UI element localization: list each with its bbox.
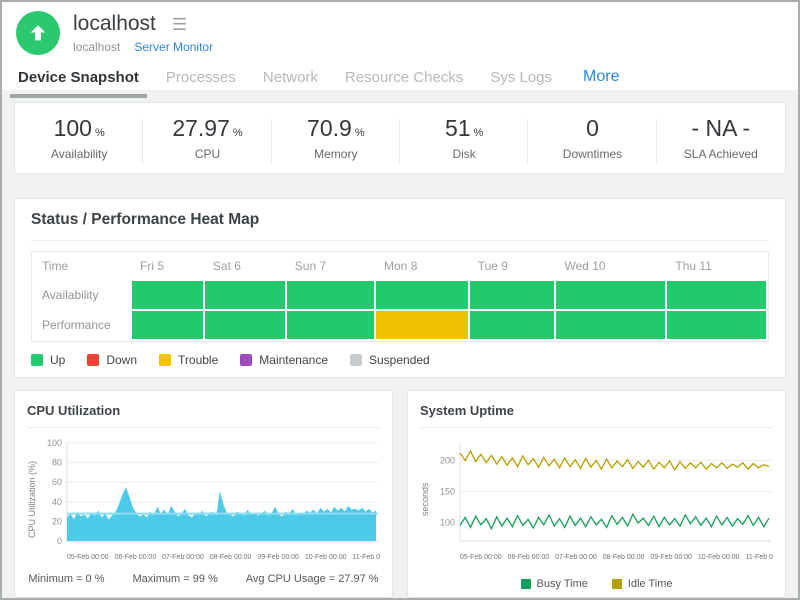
heatmap-row-label: Performance <box>34 311 130 339</box>
trouble-legend-icon <box>159 354 171 366</box>
cpu-label: CPU <box>143 147 271 161</box>
uptime-x-axis-labels: 05-Feb 00:0006-Feb 00:0007-Feb 00:0008-F… <box>433 554 773 561</box>
heatmap-col-tue9: Tue 9 <box>470 254 555 279</box>
cpu-x-axis-labels: 05-Feb 00:0006-Feb 00:0007-Feb 00:0008-F… <box>40 554 380 561</box>
heatmap-cell[interactable] <box>376 281 468 309</box>
heatmap-title: Status / Performance Heat Map <box>31 211 769 241</box>
heatmap-cell[interactable] <box>132 281 203 309</box>
cpu-value: 27.97 <box>172 115 230 141</box>
cpu-y-axis-label: CPU Utilization (%) <box>27 437 40 561</box>
memory-label: Memory <box>272 147 400 161</box>
svg-text:60: 60 <box>52 477 62 487</box>
heatmap-row-label: Availability <box>34 281 130 309</box>
monitor-type-link[interactable]: Server Monitor <box>134 40 213 54</box>
maintenance-legend-icon <box>240 354 252 366</box>
stat-availability: 100% Availability <box>15 115 143 161</box>
cpu-utilization-chart[interactable]: 0 20 40 60 80 100 <box>40 437 378 549</box>
svg-text:0: 0 <box>57 536 62 546</box>
heatmap-card: Status / Performance Heat Map Time Fri 5… <box>14 198 786 378</box>
svg-text:100: 100 <box>47 438 62 448</box>
heatmap-col-fri5: Fri 5 <box>132 254 203 279</box>
heatmap-col-mon8: Mon 8 <box>376 254 468 279</box>
down-legend-icon <box>87 354 99 366</box>
cpu-chart-title: CPU Utilization <box>27 403 380 428</box>
heatmap-cell[interactable] <box>667 281 766 309</box>
downtimes-label: Downtimes <box>528 147 656 161</box>
heatmap-time-header: Time <box>34 254 130 279</box>
heatmap-col-sat6: Sat 6 <box>205 254 285 279</box>
svg-text:100: 100 <box>440 517 455 527</box>
stat-memory: 70.9% Memory <box>272 115 400 161</box>
stat-downtimes: 0 Downtimes <box>528 115 656 161</box>
stat-sla: - NA - SLA Achieved <box>657 115 785 161</box>
page-title: localhost <box>73 12 156 36</box>
svg-text:150: 150 <box>440 486 455 496</box>
svg-text:40: 40 <box>52 497 62 507</box>
uptime-legend: Busy Time Idle Time <box>420 578 773 590</box>
availability-label: Availability <box>15 147 143 161</box>
heatmap-cell[interactable] <box>556 281 665 309</box>
heatmap-row-performance: Performance <box>34 311 766 339</box>
heatmap-cell[interactable] <box>205 281 285 309</box>
device-status-up-icon <box>16 11 60 55</box>
up-arrow-icon <box>27 22 49 44</box>
disk-label: Disk <box>400 147 528 161</box>
svg-text:20: 20 <box>52 516 62 526</box>
tab-bar: Device Snapshot Processes Network Resour… <box>16 68 784 86</box>
heatmap-table: Time Fri 5 Sat 6 Sun 7 Mon 8 Tue 9 Wed 1… <box>31 251 769 342</box>
tab-more[interactable]: More <box>583 68 619 86</box>
memory-value: 70.9 <box>307 115 352 141</box>
content-area: 100% Availability 27.97% CPU 70.9% Memor… <box>2 90 798 598</box>
menu-icon[interactable]: ☰ <box>172 16 187 33</box>
heatmap-cell[interactable] <box>376 311 468 339</box>
cpu-utilization-card: CPU Utilization CPU Utilization (%) 0 20 4… <box>14 390 393 598</box>
heatmap-cell[interactable] <box>205 311 285 339</box>
heatmap-col-wed10: Wed 10 <box>556 254 665 279</box>
stat-cpu: 27.97% CPU <box>143 115 271 161</box>
tab-sys-logs[interactable]: Sys Logs <box>490 69 552 86</box>
suspended-legend-icon <box>350 354 362 366</box>
sla-value: - NA - <box>691 115 750 141</box>
cpu-summary: Minimum = 0 % Maximum = 99 % Avg CPU Usa… <box>27 573 380 585</box>
device-header: localhost ☰ localhost Server Monitor Dev… <box>2 2 798 90</box>
cpu-minimum: Minimum = 0 % <box>28 573 104 585</box>
disk-value: 51 <box>445 115 471 141</box>
heatmap-cell[interactable] <box>287 311 374 339</box>
cpu-maximum: Maximum = 99 % <box>133 573 218 585</box>
system-uptime-card: System Uptime seconds 100 150 200 05-Feb 0… <box>407 390 786 598</box>
idle-time-legend-icon <box>612 579 622 589</box>
stat-disk: 51% Disk <box>400 115 528 161</box>
downtimes-value: 0 <box>586 115 599 141</box>
cpu-average: Avg CPU Usage = 27.97 % <box>246 573 379 585</box>
stats-bar: 100% Availability 27.97% CPU 70.9% Memor… <box>14 102 786 174</box>
heatmap-cell[interactable] <box>470 281 555 309</box>
tab-resource-checks[interactable]: Resource Checks <box>345 69 463 86</box>
heatmap-col-thu11: Thu 11 <box>667 254 766 279</box>
heatmap-row-availability: Availability <box>34 281 766 309</box>
sla-label: SLA Achieved <box>657 147 785 161</box>
heatmap-cell[interactable] <box>287 281 374 309</box>
up-legend-icon <box>31 354 43 366</box>
heatmap-legend: Up Down Trouble Maintenance Suspended <box>31 353 769 367</box>
svg-text:80: 80 <box>52 458 62 468</box>
tab-device-snapshot[interactable]: Device Snapshot <box>18 69 139 86</box>
heatmap-col-sun7: Sun 7 <box>287 254 374 279</box>
tab-network[interactable]: Network <box>263 69 318 86</box>
tab-processes[interactable]: Processes <box>166 69 236 86</box>
heatmap-cell[interactable] <box>556 311 665 339</box>
heatmap-cell[interactable] <box>470 311 555 339</box>
device-name: localhost <box>73 40 120 54</box>
availability-value: 100 <box>54 115 92 141</box>
busy-time-legend-icon <box>521 579 531 589</box>
server-monitor-screen: localhost ☰ localhost Server Monitor Dev… <box>0 0 800 600</box>
system-uptime-chart[interactable]: 100 150 200 <box>433 437 771 549</box>
heatmap-cell[interactable] <box>667 311 766 339</box>
heatmap-cell[interactable] <box>132 311 203 339</box>
uptime-chart-title: System Uptime <box>420 403 773 428</box>
svg-text:200: 200 <box>440 455 455 465</box>
uptime-y-axis-label: seconds <box>420 437 433 561</box>
